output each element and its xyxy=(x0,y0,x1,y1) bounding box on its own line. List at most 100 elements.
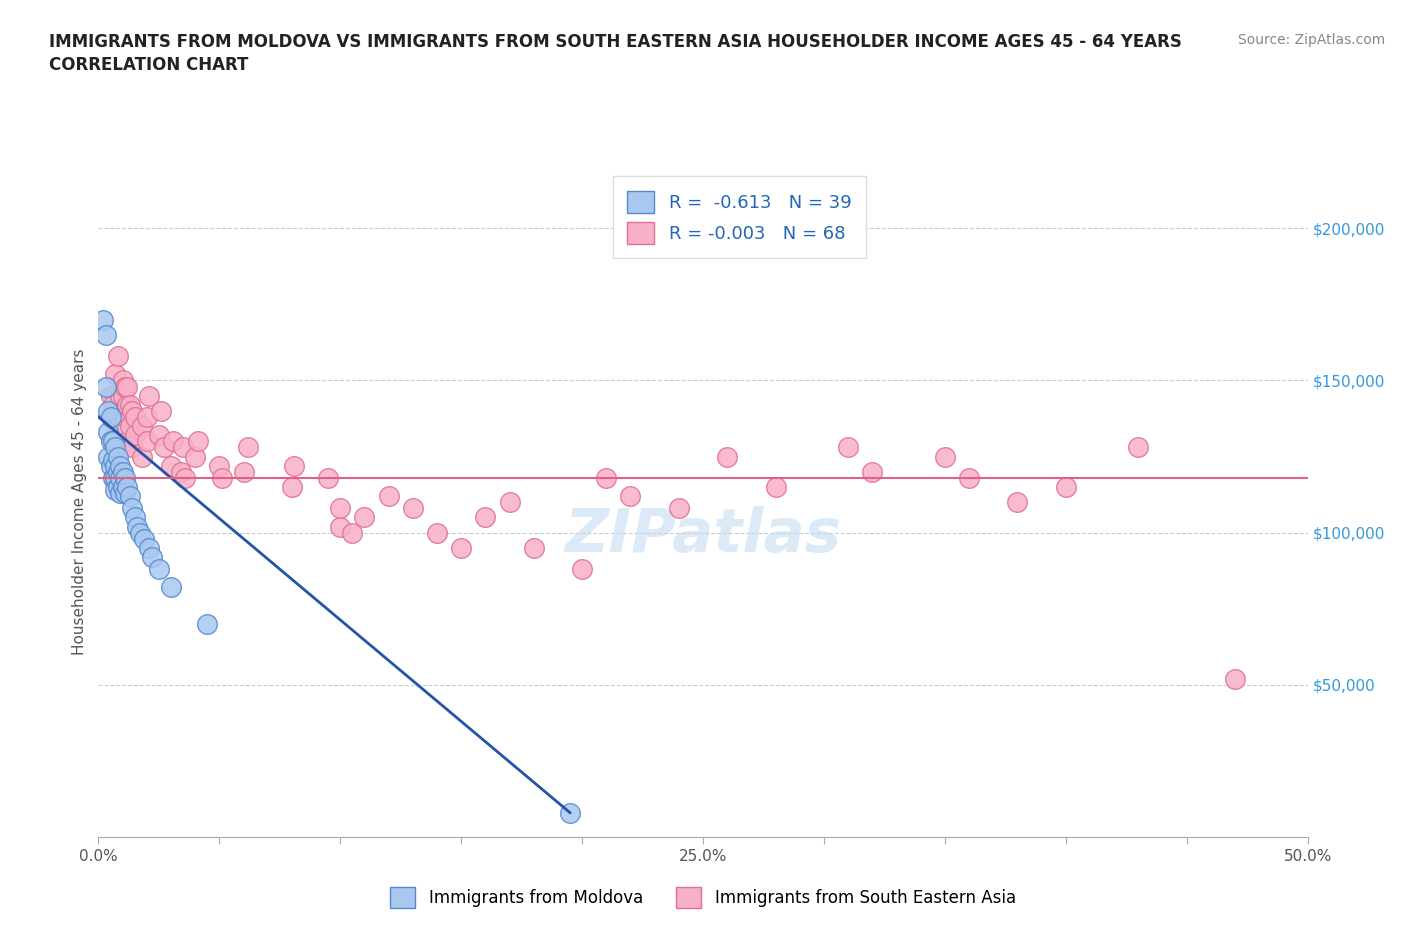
Point xyxy=(135,434,157,449)
Point xyxy=(283,458,305,473)
Point xyxy=(957,471,980,485)
Point xyxy=(232,464,254,479)
Point xyxy=(765,480,787,495)
Point xyxy=(426,525,449,540)
Point xyxy=(131,449,153,464)
Point xyxy=(595,471,617,485)
Point xyxy=(138,540,160,555)
Point xyxy=(107,480,129,495)
Point xyxy=(450,540,472,555)
Point xyxy=(94,379,117,394)
Point xyxy=(118,488,141,503)
Point xyxy=(558,805,581,820)
Point xyxy=(353,510,375,525)
Text: ZIPatlas: ZIPatlas xyxy=(564,506,842,565)
Point xyxy=(172,440,194,455)
Point xyxy=(184,449,207,464)
Point xyxy=(128,525,150,540)
Point xyxy=(91,312,114,327)
Point xyxy=(208,458,231,473)
Legend: R =  -0.613   N = 39, R = -0.003   N = 68: R = -0.613 N = 39, R = -0.003 N = 68 xyxy=(613,177,866,259)
Point xyxy=(211,471,233,485)
Point xyxy=(150,404,173,418)
Point xyxy=(100,458,122,473)
Point xyxy=(571,562,593,577)
Point xyxy=(402,501,425,516)
Point xyxy=(1007,495,1029,510)
Point xyxy=(97,404,120,418)
Point xyxy=(94,327,117,342)
Point xyxy=(474,510,496,525)
Point xyxy=(111,404,134,418)
Point xyxy=(108,471,131,485)
Point xyxy=(108,458,131,473)
Point xyxy=(124,428,146,443)
Point xyxy=(101,452,124,467)
Point xyxy=(107,464,129,479)
Text: Source: ZipAtlas.com: Source: ZipAtlas.com xyxy=(1237,33,1385,46)
Point xyxy=(281,480,304,495)
Point xyxy=(117,379,139,394)
Point xyxy=(97,449,120,464)
Point xyxy=(187,434,209,449)
Point xyxy=(668,501,690,516)
Text: CORRELATION CHART: CORRELATION CHART xyxy=(49,56,249,73)
Point xyxy=(135,409,157,424)
Point xyxy=(111,373,134,388)
Point xyxy=(97,425,120,440)
Y-axis label: Householder Income Ages 45 - 64 years: Householder Income Ages 45 - 64 years xyxy=(72,349,87,656)
Point xyxy=(124,510,146,525)
Point xyxy=(1223,671,1246,686)
Point xyxy=(138,388,160,403)
Point xyxy=(114,485,136,500)
Point xyxy=(837,440,859,455)
Point xyxy=(160,580,183,595)
Point xyxy=(117,434,139,449)
Point xyxy=(523,540,546,555)
Point xyxy=(134,531,156,546)
Point xyxy=(127,519,149,534)
Point xyxy=(100,409,122,424)
Point xyxy=(716,449,738,464)
Point xyxy=(121,440,143,455)
Point xyxy=(101,471,124,485)
Point xyxy=(117,397,139,412)
Point xyxy=(118,418,141,433)
Point xyxy=(238,440,260,455)
Point xyxy=(111,464,134,479)
Point xyxy=(160,458,183,473)
Point xyxy=(619,488,641,503)
Point xyxy=(162,434,184,449)
Point xyxy=(107,349,129,364)
Point xyxy=(121,501,143,516)
Point xyxy=(148,428,170,443)
Point xyxy=(118,397,141,412)
Point xyxy=(316,471,339,485)
Point xyxy=(934,449,956,464)
Point xyxy=(114,379,136,394)
Point xyxy=(124,409,146,424)
Point xyxy=(107,449,129,464)
Point xyxy=(104,367,127,382)
Text: IMMIGRANTS FROM MOLDOVA VS IMMIGRANTS FROM SOUTH EASTERN ASIA HOUSEHOLDER INCOME: IMMIGRANTS FROM MOLDOVA VS IMMIGRANTS FR… xyxy=(49,33,1182,50)
Point xyxy=(101,397,124,412)
Point xyxy=(108,485,131,500)
Point xyxy=(131,418,153,433)
Point xyxy=(111,480,134,495)
Point xyxy=(121,404,143,418)
Point xyxy=(1128,440,1150,455)
Point xyxy=(152,440,174,455)
Point xyxy=(111,388,134,403)
Point xyxy=(114,471,136,485)
Point xyxy=(114,409,136,424)
Point xyxy=(104,440,127,455)
Point xyxy=(101,434,124,449)
Point xyxy=(148,562,170,577)
Point xyxy=(117,480,139,495)
Point xyxy=(1054,480,1077,495)
Point xyxy=(107,418,129,433)
Point xyxy=(195,617,218,631)
Point xyxy=(141,550,163,565)
Point xyxy=(108,388,131,403)
Point xyxy=(100,388,122,403)
